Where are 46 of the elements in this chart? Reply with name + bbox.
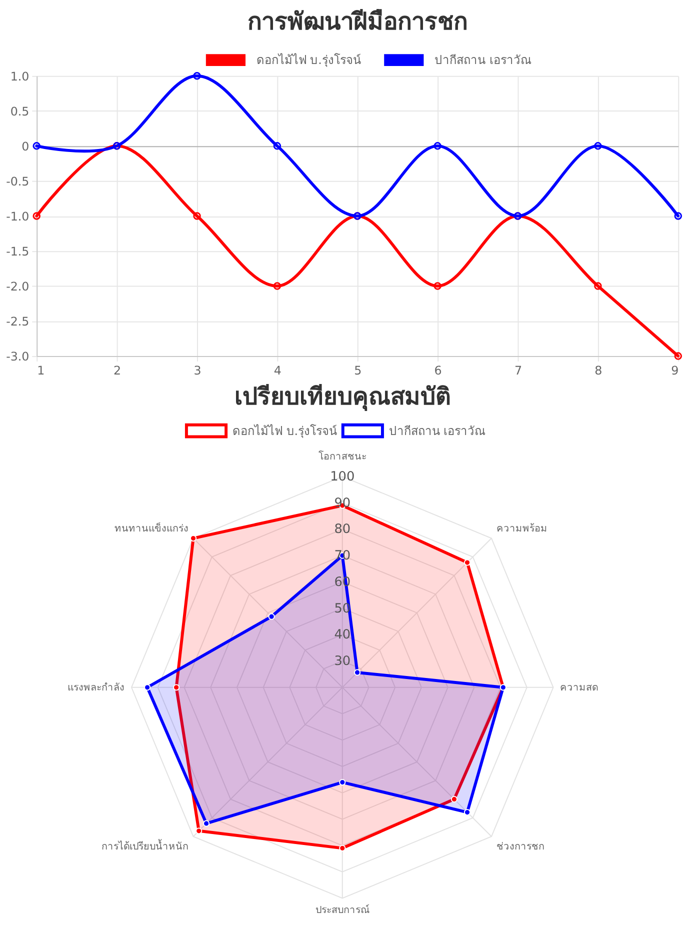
x-tick-label: 5	[354, 363, 362, 378]
legend-label: ปากีสถาน เอราวัณ	[434, 53, 532, 68]
spoke-label: ประสบการณ์	[315, 904, 370, 916]
y-tick-label: -3.0	[6, 350, 30, 364]
point	[193, 72, 201, 80]
y-tick-label: 40	[334, 628, 351, 643]
y-tick-label: 80	[334, 522, 351, 538]
spoke-label: การได้เปรียบน้ำหนัก	[101, 838, 188, 852]
chart-title: เปรียบเทียบคุณสมบัติ	[234, 382, 450, 412]
x-tick-label: 3	[194, 363, 202, 378]
spoke-label: ความสด	[560, 682, 598, 694]
point	[193, 212, 201, 220]
x-tick-label: 2	[114, 363, 122, 378]
x-tick-label: 6	[434, 363, 442, 378]
point	[434, 282, 442, 290]
spoke-label: ทนทานแข็งแกร่ง	[114, 521, 188, 534]
y-tick-label: 0	[22, 139, 30, 154]
x-tick-label: 7	[514, 363, 522, 378]
x-tick-label: 8	[594, 363, 602, 378]
y-tick-label: -0.5	[6, 174, 30, 188]
x-tick-label: 1	[37, 363, 45, 378]
y-tick-label: -1.0	[6, 209, 30, 224]
legend-label: ดอกไม้ไฟ บ.รุ่งโรจน์	[256, 53, 361, 68]
y-tick-label: -1.5	[6, 244, 30, 258]
point	[594, 142, 602, 150]
point	[32, 142, 41, 150]
spoke-label: โอกาสชนะ	[318, 450, 366, 463]
point	[594, 282, 602, 290]
legend-label: ปากีสถาน เอราวัณ	[388, 424, 486, 438]
y-tick-label: -2.5	[6, 314, 30, 328]
point	[273, 282, 282, 290]
point	[674, 212, 682, 220]
point	[434, 142, 442, 150]
x-tick-label: 9	[671, 363, 679, 378]
chart-title: การพัฒนาฝีมือการชก	[247, 7, 468, 36]
x-tick-label: 4	[274, 363, 282, 378]
y-tick-label: 1.0	[10, 69, 30, 84]
y-tick-label: 30	[334, 654, 351, 669]
legend-label: ดอกไม้ไฟ บ.รุ่งโรจน์	[232, 424, 338, 438]
point	[273, 142, 282, 150]
spoke-label: ช่วงการชก	[496, 841, 544, 852]
spoke-label: ความพร้อม	[496, 522, 548, 534]
y-tick-label: 100	[330, 469, 355, 484]
y-tick-label: -2.0	[6, 279, 30, 294]
y-tick-label: 0.5	[10, 104, 30, 118]
spoke-label: แรงพละกำลัง	[68, 682, 125, 694]
